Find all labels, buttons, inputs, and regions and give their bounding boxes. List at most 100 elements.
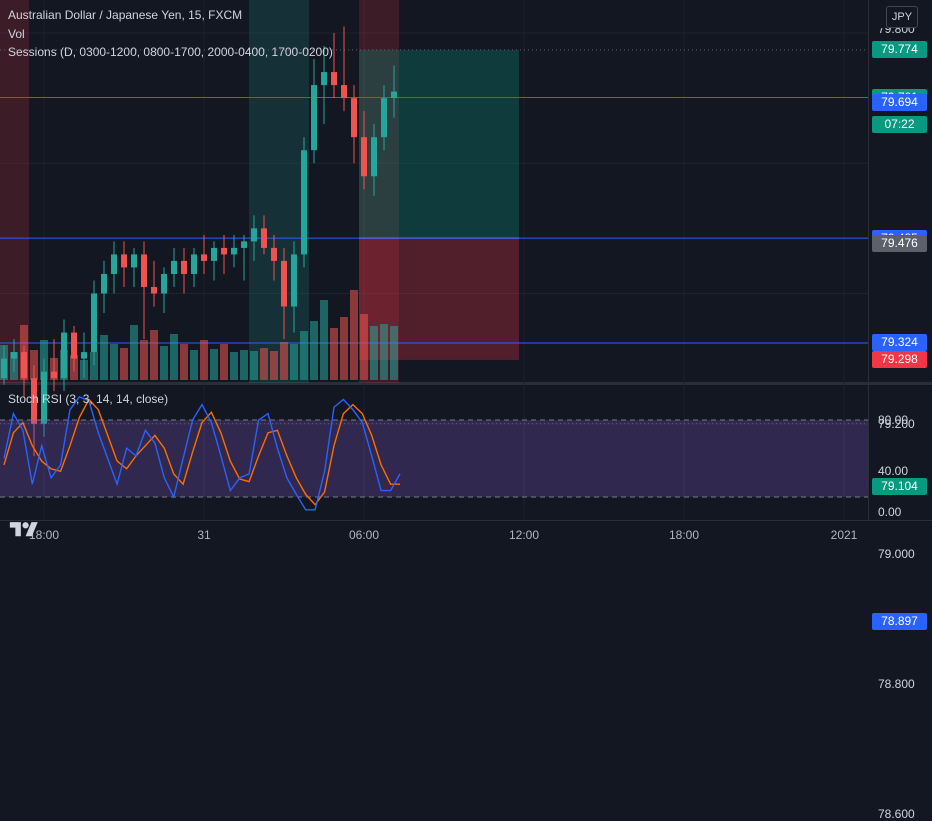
candle-body [201, 254, 207, 261]
volume-bar [300, 331, 308, 380]
candle-body [251, 228, 257, 242]
volume-bar [260, 348, 268, 380]
candle-body [361, 137, 367, 177]
volume-bar [110, 344, 118, 380]
price-tag: 07:22 [872, 115, 927, 133]
candle-body [261, 228, 267, 248]
volume-bar [380, 324, 388, 380]
stoch-scale-label: 40.00 [878, 464, 909, 479]
candle-body [31, 378, 37, 424]
volume-bar [220, 344, 228, 380]
price-scale-label: 79.000 [878, 546, 915, 561]
candle-body [391, 91, 397, 99]
price-tag: 78.897 [872, 612, 927, 630]
chart-canvas[interactable] [0, 0, 932, 550]
session-zone [0, 0, 29, 383]
volume-bar [140, 340, 148, 380]
price-tag: 79.476 [872, 235, 927, 253]
candle-body [11, 352, 17, 359]
volume-bar [180, 344, 188, 380]
candle-body [41, 371, 47, 424]
volume-bar [320, 300, 328, 380]
tradingview-logo-icon[interactable] [8, 519, 40, 541]
time-axis-label: 06:00 [348, 528, 380, 542]
candle-body [371, 137, 377, 177]
time-axis-label: 18:00 [668, 528, 700, 542]
volume-bar [370, 326, 378, 380]
volume-bar [210, 349, 218, 380]
candle-body [341, 85, 347, 99]
volume-bar [170, 334, 178, 380]
volume-bar [350, 290, 358, 380]
volume-bar [30, 350, 38, 380]
price-tag: 79.694 [872, 93, 927, 111]
volume-bar [160, 346, 168, 380]
volume-bar [270, 351, 278, 380]
session-zone [249, 0, 309, 383]
volume-bar [390, 326, 398, 380]
main-pane-bg [0, 0, 868, 383]
price-scale-label: 78.800 [878, 677, 915, 692]
candle-body [191, 254, 197, 274]
candle-body [311, 85, 317, 151]
price-tag: 79.324 [872, 334, 927, 352]
volume-bar [250, 351, 258, 380]
volume-bar [280, 342, 288, 380]
price-scale-label-top: 79.800 [878, 28, 915, 36]
sessions-indicator-label[interactable]: Sessions (D, 0300-1200, 0800-1700, 2000-… [8, 45, 333, 59]
volume-bar [290, 344, 298, 380]
candle-body [291, 254, 297, 307]
vol-indicator-label[interactable]: Vol [8, 27, 25, 41]
stoch-band [0, 420, 868, 497]
candle-body [121, 254, 127, 268]
symbol-title[interactable]: Australian Dollar / Japanese Yen, 15, FX… [8, 8, 243, 22]
volume-bar [150, 330, 158, 380]
volume-bar [330, 328, 338, 380]
candle-body [181, 260, 187, 274]
candle-body [331, 72, 337, 86]
candle-body [351, 98, 357, 138]
time-axis-label: 2021 [830, 528, 858, 542]
currency-button[interactable]: JPY [886, 6, 918, 28]
time-axis-label: 12:00 [508, 528, 540, 542]
candle-body [221, 247, 227, 255]
volume-bar [200, 340, 208, 380]
time-axis-label: 31 [197, 528, 211, 542]
volume-bar [190, 350, 198, 380]
candle-body [51, 371, 57, 379]
volume-bar [360, 314, 368, 380]
volume-bar [100, 335, 108, 380]
candle-body [381, 98, 387, 138]
candle-body [171, 260, 177, 274]
candle-body [71, 332, 77, 359]
volume-bar [340, 317, 348, 380]
candle-body [161, 273, 167, 294]
candle-body [1, 358, 7, 379]
price-tag: 79.774 [872, 41, 927, 59]
candle-body [151, 286, 157, 294]
candle-body [131, 254, 137, 268]
candle-body [141, 254, 147, 287]
price-tag: 79.104 [872, 477, 927, 495]
volume-bar [120, 348, 128, 380]
volume-bar [310, 321, 318, 380]
stoch-k-line [3, 396, 401, 511]
stoch-rsi-label[interactable]: Stoch RSI (3, 3, 14, 14, close) [8, 392, 169, 406]
candle-body [91, 293, 97, 353]
price-tag: 79.298 [872, 351, 927, 369]
candle-body [111, 254, 117, 274]
volume-bar [130, 325, 138, 380]
candle-body [301, 150, 307, 255]
candle-body [321, 72, 327, 86]
candle-body [281, 260, 287, 307]
position-target-zone [359, 49, 519, 239]
candle-body [211, 247, 217, 261]
candle-body [271, 247, 277, 261]
stoch-scale-label: 80.00 [878, 413, 909, 427]
volume-bar [240, 350, 248, 380]
price-scale-label: 79.200 [878, 416, 915, 431]
candle-body [231, 247, 237, 255]
candle-body [61, 332, 67, 379]
volume-bar [230, 352, 238, 380]
